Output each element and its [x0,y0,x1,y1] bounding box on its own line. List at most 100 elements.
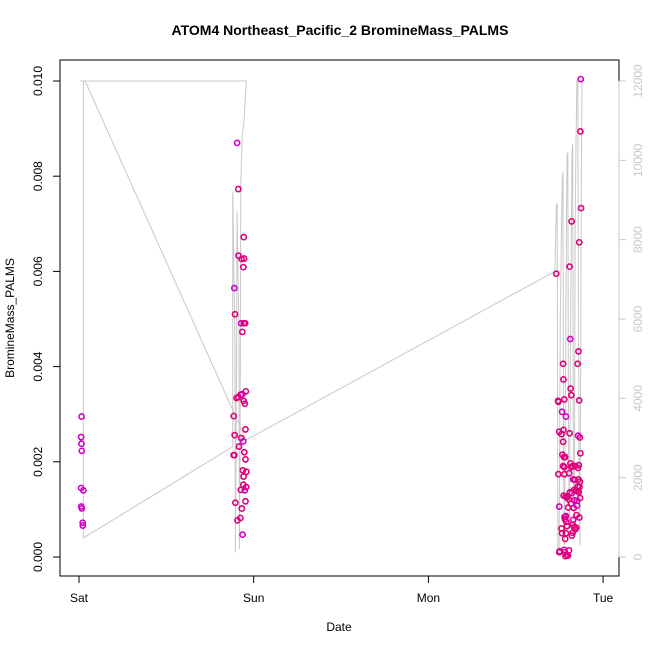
data-point [554,470,562,478]
data-point [237,486,245,494]
data-point [566,335,574,343]
data-point [573,497,581,505]
data-point [77,433,85,441]
y-right-tick-label: 6000 [631,305,645,332]
data-point [574,483,582,490]
y-right-tick-label: 2000 [631,464,645,491]
data-point [560,426,567,434]
data-point [79,519,87,527]
y-right-tick-label: 8000 [631,226,645,253]
data-point [233,139,241,147]
data-point [565,546,573,554]
y-axis-label: BromineMass_PALMS [3,258,17,378]
data-point [231,431,239,439]
y-tick-label: 0.006 [31,256,45,286]
data-point [242,387,250,395]
data-point [78,505,86,512]
data-point [230,451,238,459]
data-point [562,518,570,526]
data-point [234,185,242,193]
data-point [242,468,250,476]
x-tick-label: Sat [70,591,89,605]
data-point [242,456,249,463]
data-point [575,396,583,404]
data-point [242,426,249,433]
data-point [239,437,247,445]
data-point [558,529,566,537]
y-tick-label: 0.008 [31,161,45,191]
y-right-tick-label: 0 [631,553,645,560]
data-point [241,319,249,327]
data-point [572,524,580,531]
data-point [78,440,85,448]
data-point [562,529,570,537]
data-point [575,461,583,469]
data-point [240,233,248,241]
data-point [239,466,247,474]
data-point [234,516,241,524]
data-point [239,263,247,271]
data-point [239,531,246,539]
data-point [240,255,248,262]
altitude-line [80,80,583,553]
data-point [577,204,585,212]
data-point [560,376,567,383]
x-axis-label: Date [326,620,352,634]
x-tick-label: Tue [593,591,614,605]
data-point [242,497,249,505]
y-right-tick-label: 4000 [631,385,645,412]
y-tick-label: 0.004 [31,351,45,381]
data-point [238,505,246,512]
data-point [560,396,568,403]
data-point [576,128,584,135]
data-point [575,347,582,355]
data-point [79,522,87,529]
data-point [552,270,560,278]
data-point [566,429,573,437]
data-point [231,310,239,318]
data-point [558,408,566,416]
data-point [574,360,581,368]
data-point [78,447,86,455]
data-point [242,483,250,491]
data-point [238,328,246,336]
data-point [561,453,569,461]
data-point [561,463,568,471]
data-point [576,434,584,441]
data-point [573,511,580,519]
y-tick-label: 0.000 [31,542,45,572]
x-tick-label: Sun [243,591,264,605]
data-point [575,238,583,246]
axes-group: Sat Sun Mon Tue 0.000 0.002 0.004 0.006 0.008 0.0… [31,64,645,605]
x-tick-label: Mon [417,591,440,605]
data-point [78,413,86,420]
altitude-line-group [80,80,583,553]
data-point [235,443,243,450]
data-point [240,448,248,456]
data-point [559,360,567,368]
data-point [555,503,563,510]
y-right-tick-label: 10000 [631,143,645,177]
data-point [567,391,575,399]
data-point [241,400,249,408]
data-point [554,398,562,406]
data-point [241,486,249,494]
data-point [576,449,584,457]
y-tick-label: 0.010 [31,66,45,96]
data-point [79,486,87,494]
data-point [237,319,245,327]
y-tick-label: 0.002 [31,446,45,476]
data-point [565,469,573,477]
data-point [562,413,570,420]
data-point [568,218,576,225]
chart-title: ATOM4 Northeast_Pacific_2 BromineMass_PA… [172,22,509,38]
y-right-tick-label: 12000 [631,64,645,98]
data-point [577,75,585,83]
data-point [566,263,573,271]
points-group [77,75,585,560]
data-point [230,284,238,292]
data-point [567,385,575,392]
data-point [563,522,571,530]
plot-frame [59,59,620,577]
